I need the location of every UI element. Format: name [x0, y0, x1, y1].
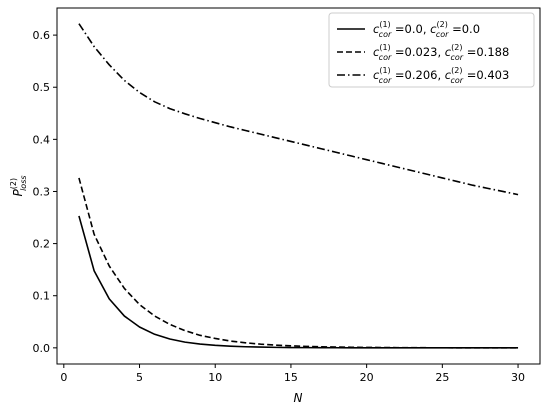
x-tick-label: 30 — [511, 371, 525, 384]
x-tick-label: 15 — [284, 371, 298, 384]
series-line-3 — [78, 23, 519, 196]
x-tick-label: 10 — [208, 371, 222, 384]
legend-entry-2: c(1) cor =0.023, c(2) cor =0.188 — [373, 43, 509, 62]
y-tick-label: 0.0 — [33, 342, 51, 355]
svg-text:P(2)loss: P(2)loss — [9, 175, 28, 196]
x-tick-label: 20 — [360, 371, 374, 384]
x-tick-label: 5 — [136, 371, 143, 384]
x-axis: 0 5 10 15 20 25 30 — [60, 364, 525, 384]
y-tick-label: 0.5 — [33, 81, 51, 94]
y-axis-label-main: P — [11, 189, 25, 197]
plot-frame — [56, 7, 541, 365]
x-tick-label: 0 — [60, 371, 67, 384]
legend-entry-1: c(1) cor =0.0, c(2) cor =0.0 — [373, 20, 480, 39]
y-axis-label: P(2)loss — [9, 175, 28, 196]
y-tick-label: 0.4 — [33, 133, 51, 146]
y-tick-label: 0.6 — [33, 29, 51, 42]
y-tick-label: 0.1 — [33, 290, 51, 303]
legend-entry-3: c(1) cor =0.206, c(2) cor =0.403 — [373, 66, 509, 85]
y-tick-label: 0.2 — [33, 238, 51, 251]
series-line-2 — [78, 177, 519, 349]
legend-box — [328, 12, 535, 88]
y-axis: 0.0 0.1 0.2 0.3 0.4 0.5 0.6 — [33, 29, 57, 355]
x-tick-label: 25 — [435, 371, 449, 384]
y-axis-label-sup: (2) — [9, 178, 18, 189]
x-axis-label: N — [294, 391, 303, 405]
series-line-1 — [78, 215, 519, 349]
y-tick-label: 0.3 — [33, 185, 51, 198]
y-axis-label-sub: loss — [19, 175, 28, 190]
legend: c(1) cor =0.0, c(2) cor =0.0 c(1) cor =0.023… — [328, 12, 535, 88]
series-layer — [78, 23, 519, 349]
